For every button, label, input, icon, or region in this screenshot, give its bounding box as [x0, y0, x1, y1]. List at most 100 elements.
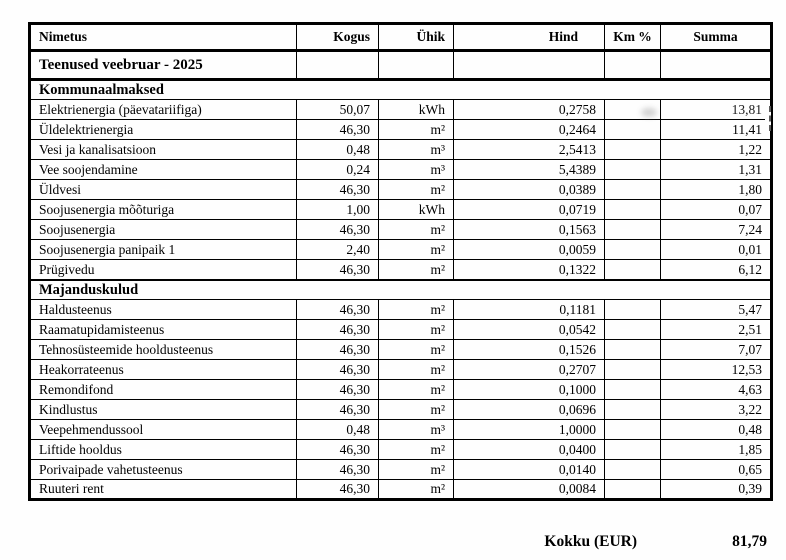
table-row: Elektrienergia (päevatariifiga) 50,07 kW…: [29, 99, 772, 120]
cell-summa: 0,39: [660, 479, 772, 500]
cell-kogus: 46,30: [296, 339, 379, 360]
cell-kogus: 1,00: [296, 199, 379, 220]
cell-hind: 0,0059: [453, 239, 605, 260]
cell-summa: 0,65: [660, 459, 772, 480]
cell-hind: 0,2707: [453, 359, 605, 380]
table-row: Üldvesi 46,30 m² 0,0389 1,80: [29, 179, 772, 200]
cell-kogus: 2,40: [296, 239, 379, 260]
cell-km: [604, 139, 661, 160]
cell-summa: 1,31: [660, 159, 772, 180]
cell-kogus: 46,30: [296, 259, 379, 280]
cell-summa: 0,01: [660, 239, 772, 260]
cell-hind: 0,0696: [453, 399, 605, 420]
cell-summa: 7,24: [660, 219, 772, 240]
cell-kogus: 46,30: [296, 319, 379, 340]
cell-nimetus: Elektrienergia (päevatariifiga): [29, 99, 297, 120]
cell-hind: 0,2758: [453, 99, 605, 120]
cell-yhik: m²: [378, 379, 454, 400]
cell-kogus: 0,48: [296, 419, 379, 440]
table-row: Tehnosüsteemide hooldusteenus 46,30 m² 0…: [29, 339, 772, 360]
cell-nimetus: Soojusenergia mõõturiga: [29, 199, 297, 220]
cell-kogus: 46,30: [296, 179, 379, 200]
cell-hind: 0,1526: [453, 339, 605, 360]
cell-km: [604, 419, 661, 440]
cell-yhik: m²: [378, 179, 454, 200]
cell-nimetus: Üldelektrienergia: [29, 119, 297, 140]
cell-summa: 6,12: [660, 259, 772, 280]
cell-hind: 0,2464: [453, 119, 605, 140]
cell-summa: 1,80: [660, 179, 772, 200]
table-row: Vesi ja kanalisatsioon 0,48 m³ 2,5413 1,…: [29, 139, 772, 160]
cell-kogus: 46,30: [296, 359, 379, 380]
cell-nimetus: Haldusteenus: [29, 299, 297, 320]
empty-cell: [660, 50, 772, 81]
cell-summa: 7,07: [660, 339, 772, 360]
invoice-table: Nimetus Kogus Ühik Hind Km % Summa Teenu…: [28, 22, 773, 501]
table-row: Porivaipade vahetusteenus 46,30 m² 0,014…: [29, 459, 772, 480]
cell-km: [604, 259, 661, 280]
cell-summa: 2,51: [660, 319, 772, 340]
table-row: Soojusenergia mõõturiga 1,00 kWh 0,0719 …: [29, 199, 772, 220]
cell-kogus: 46,30: [296, 439, 379, 460]
cell-hind: 0,0542: [453, 319, 605, 340]
empty-cell: [378, 50, 454, 81]
cell-hind: 0,1000: [453, 379, 605, 400]
cell-km: [604, 159, 661, 180]
cell-yhik: m²: [378, 439, 454, 460]
cell-nimetus: Soojusenergia: [29, 219, 297, 240]
cell-km: [604, 379, 661, 400]
cell-kogus: 46,30: [296, 479, 379, 500]
cell-summa: 0,48: [660, 419, 772, 440]
cell-nimetus: Soojusenergia panipaik 1: [29, 239, 297, 260]
column-header-summa: Summa: [660, 23, 772, 52]
cell-yhik: m²: [378, 399, 454, 420]
table-row: Liftide hooldus 46,30 m² 0,0400 1,85: [29, 439, 772, 460]
cell-kogus: 46,30: [296, 459, 379, 480]
cell-yhik: kWh: [378, 199, 454, 220]
section-header-row: Kommunaalmaksed: [29, 78, 772, 100]
cell-summa: 1,85: [660, 439, 772, 460]
column-header-kogus: Kogus: [296, 23, 379, 52]
cell-kogus: 46,30: [296, 119, 379, 140]
cell-summa: 13,81: [660, 99, 772, 120]
cell-km: [604, 239, 661, 260]
period-label: Teenused veebruar - 2025: [29, 50, 297, 81]
cell-km: [604, 439, 661, 460]
empty-cell: [296, 50, 379, 81]
cell-nimetus: Porivaipade vahetusteenus: [29, 459, 297, 480]
cell-yhik: m³: [378, 419, 454, 440]
cell-hind: 5,4389: [453, 159, 605, 180]
table-row: Veepehmendussool 0,48 m³ 1,0000 0,48: [29, 419, 772, 440]
cell-kogus: 0,24: [296, 159, 379, 180]
table-row: Haldusteenus 46,30 m² 0,1181 5,47: [29, 299, 772, 320]
column-header-yhik: Ühik: [378, 23, 454, 52]
cell-kogus: 46,30: [296, 299, 379, 320]
total-value: 81,79: [732, 533, 767, 550]
cell-summa: 5,47: [660, 299, 772, 320]
cell-hind: 0,0400: [453, 439, 605, 460]
cell-kogus: 50,07: [296, 99, 379, 120]
cell-summa: 0,07: [660, 199, 772, 220]
cell-kogus: 46,30: [296, 219, 379, 240]
cell-yhik: m²: [378, 479, 454, 500]
cell-km: [604, 479, 661, 500]
cell-yhik: m²: [378, 299, 454, 320]
cell-kogus: 46,30: [296, 399, 379, 420]
cell-yhik: m²: [378, 219, 454, 240]
cell-yhik: m²: [378, 319, 454, 340]
cell-yhik: m²: [378, 339, 454, 360]
cell-nimetus: Heakorrateenus: [29, 359, 297, 380]
cell-hind: 0,0084: [453, 479, 605, 500]
cell-km: [604, 219, 661, 240]
cell-hind: 1,0000: [453, 419, 605, 440]
cell-hind: 0,0389: [453, 179, 605, 200]
total-label: Kokku (EUR): [544, 533, 637, 550]
section-title: Kommunaalmaksed: [29, 78, 772, 100]
cell-summa: 11,41: [660, 119, 772, 140]
cell-summa: 1,22: [660, 139, 772, 160]
cell-nimetus: Prügivedu: [29, 259, 297, 280]
table-row: Vee soojendamine 0,24 m³ 5,4389 1,31: [29, 159, 772, 180]
cell-nimetus: Liftide hooldus: [29, 439, 297, 460]
cell-hind: 0,1181: [453, 299, 605, 320]
cell-yhik: m²: [378, 119, 454, 140]
